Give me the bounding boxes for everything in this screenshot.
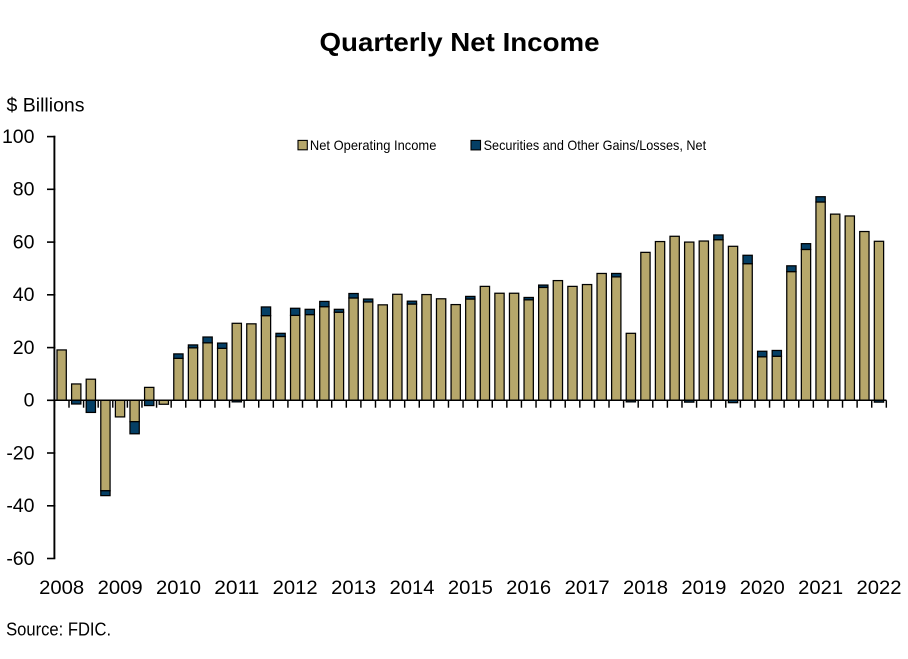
svg-text:2009: 2009	[98, 577, 143, 599]
svg-text:2016: 2016	[506, 577, 551, 599]
svg-text:2021: 2021	[798, 577, 843, 599]
svg-text:Securities and Other Gains/Los: Securities and Other Gains/Losses, Net	[484, 138, 707, 153]
svg-text:$ Billions: $ Billions	[7, 96, 85, 117]
svg-text:2014: 2014	[390, 577, 435, 599]
svg-text:2018: 2018	[623, 577, 668, 599]
svg-text:100: 100	[2, 126, 35, 148]
svg-text:2011: 2011	[214, 577, 259, 599]
svg-text:Net Operating Income: Net Operating Income	[310, 138, 437, 153]
svg-text:Source: FDIC.: Source: FDIC.	[6, 619, 111, 639]
svg-text:2019: 2019	[681, 577, 726, 599]
svg-text:-40: -40	[6, 495, 34, 517]
svg-text:-60: -60	[6, 548, 34, 570]
svg-text:60: 60	[13, 231, 35, 253]
svg-text:80: 80	[13, 179, 35, 201]
svg-text:40: 40	[13, 284, 35, 306]
svg-text:2013: 2013	[331, 577, 376, 599]
svg-text:2015: 2015	[448, 577, 493, 599]
svg-text:2008: 2008	[39, 577, 84, 599]
svg-text:2010: 2010	[156, 577, 201, 599]
svg-text:20: 20	[13, 337, 35, 359]
svg-text:2020: 2020	[740, 577, 785, 599]
svg-text:2017: 2017	[565, 577, 610, 599]
svg-text:2022: 2022	[857, 577, 902, 599]
svg-text:0: 0	[24, 390, 35, 412]
svg-text:2012: 2012	[273, 577, 318, 599]
svg-text:-20: -20	[6, 442, 34, 464]
svg-text:Quarterly Net Income: Quarterly Net Income	[320, 27, 600, 57]
